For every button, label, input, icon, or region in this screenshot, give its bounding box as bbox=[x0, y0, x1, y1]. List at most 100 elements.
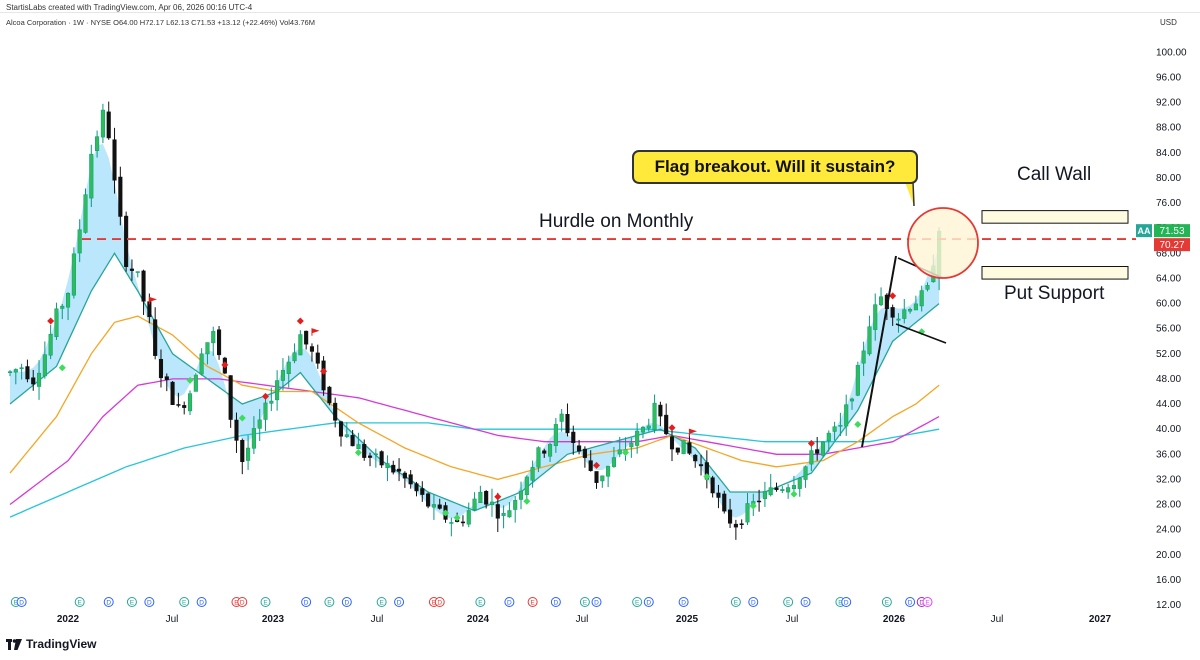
tradingview-brand[interactable]: TradingView bbox=[6, 637, 96, 651]
event-marker-label: E bbox=[583, 600, 588, 607]
candle-body bbox=[664, 414, 669, 435]
earnings-marker-icon[interactable] bbox=[579, 597, 590, 607]
candle-body bbox=[362, 444, 367, 458]
candle-body bbox=[176, 404, 181, 406]
earnings-marker-icon[interactable] bbox=[376, 597, 387, 607]
candle-body bbox=[327, 386, 332, 404]
earnings-marker-icon[interactable] bbox=[260, 597, 271, 607]
earnings-marker-icon[interactable] bbox=[922, 597, 933, 607]
candle-body bbox=[582, 448, 587, 458]
earnings-marker-icon[interactable] bbox=[179, 597, 190, 607]
dividend-marker-icon[interactable] bbox=[800, 597, 811, 607]
breakout-highlight-circle[interactable] bbox=[907, 207, 979, 279]
earnings-marker-icon[interactable] bbox=[527, 597, 538, 607]
x-tick-label: Jul bbox=[166, 614, 179, 625]
candle-body bbox=[460, 521, 465, 524]
earnings-marker-icon[interactable] bbox=[632, 597, 643, 607]
dividend-marker-icon[interactable] bbox=[434, 597, 445, 607]
dividend-marker-icon[interactable] bbox=[678, 597, 689, 607]
candle-body bbox=[228, 375, 233, 420]
candle-body bbox=[449, 522, 454, 524]
earnings-marker-icon[interactable] bbox=[730, 597, 741, 607]
y-tick-label: 68.00 bbox=[1156, 248, 1181, 259]
candle-body bbox=[733, 523, 738, 528]
candle-body bbox=[681, 440, 686, 455]
x-tick-label: Jul bbox=[576, 614, 589, 625]
candle-body bbox=[13, 369, 18, 373]
flag-lower-line[interactable] bbox=[895, 323, 947, 344]
dividend-marker-icon[interactable] bbox=[905, 597, 916, 607]
y-tick-label: 60.00 bbox=[1156, 299, 1181, 310]
y-tick-label: 52.00 bbox=[1156, 349, 1181, 360]
earnings-marker-icon[interactable] bbox=[74, 597, 85, 607]
candle-body bbox=[170, 381, 175, 405]
candle-body bbox=[687, 442, 692, 454]
event-marker-label: E bbox=[786, 600, 791, 607]
x-tick-label: 2026 bbox=[883, 614, 906, 625]
earnings-marker-icon[interactable] bbox=[324, 597, 335, 607]
symbol-info: Alcoa Corporation · 1W · NYSE O64.00 H72… bbox=[6, 18, 315, 27]
hurdle-price-tag-bg bbox=[1154, 238, 1190, 252]
put-support-zone[interactable] bbox=[981, 266, 1129, 280]
callout-pointer bbox=[905, 181, 915, 207]
currency-label[interactable]: USD bbox=[1160, 18, 1177, 27]
dividend-marker-icon[interactable] bbox=[196, 597, 207, 607]
candle-body bbox=[66, 293, 71, 308]
candle-body bbox=[408, 474, 413, 485]
dividend-marker-icon[interactable] bbox=[301, 597, 312, 607]
candle-body bbox=[135, 271, 140, 273]
earnings-marker-icon[interactable] bbox=[126, 597, 137, 607]
candle-body bbox=[338, 421, 344, 437]
candle-body bbox=[431, 504, 436, 508]
flagpole-line[interactable] bbox=[861, 255, 897, 448]
dividend-marker-icon[interactable] bbox=[591, 597, 602, 607]
event-marker-label: D bbox=[751, 600, 756, 607]
x-tick-label: Jul bbox=[786, 614, 799, 625]
dividend-marker-icon[interactable] bbox=[504, 597, 515, 607]
candle-body bbox=[315, 352, 320, 364]
candle-body bbox=[577, 445, 582, 452]
candle-body bbox=[77, 229, 82, 254]
candle-body bbox=[786, 487, 791, 493]
dividend-marker-icon[interactable] bbox=[643, 597, 654, 607]
dividend-marker-icon[interactable] bbox=[748, 597, 759, 607]
y-tick-label: 96.00 bbox=[1156, 72, 1181, 83]
put-support-annotation: Put Support bbox=[1004, 283, 1105, 304]
dividend-marker-icon[interactable] bbox=[550, 597, 561, 607]
candle-body bbox=[739, 523, 744, 525]
earnings-marker-icon[interactable] bbox=[475, 597, 486, 607]
earnings-marker-icon[interactable] bbox=[783, 597, 794, 607]
candle-body bbox=[722, 493, 727, 512]
brand-name: TradingView bbox=[26, 637, 97, 651]
event-marker-label: E bbox=[130, 600, 135, 607]
y-tick-label: 28.00 bbox=[1156, 500, 1181, 511]
candle-body bbox=[367, 455, 373, 458]
sell-signal-icon bbox=[889, 292, 897, 300]
candle-body bbox=[611, 457, 616, 467]
dividend-marker-icon[interactable] bbox=[341, 597, 352, 607]
candle-body bbox=[182, 405, 187, 408]
y-tick-label: 48.00 bbox=[1156, 374, 1181, 385]
candle-body bbox=[698, 464, 704, 467]
candle-body bbox=[908, 308, 913, 312]
dividend-marker-icon[interactable] bbox=[394, 597, 405, 607]
candle-body bbox=[414, 483, 419, 492]
y-tick-label: 12.00 bbox=[1156, 600, 1181, 611]
y-tick-label: 80.00 bbox=[1156, 173, 1181, 184]
y-tick-label: 76.00 bbox=[1156, 198, 1181, 209]
event-marker-label: D bbox=[240, 600, 245, 607]
dividend-marker-icon[interactable] bbox=[16, 597, 27, 607]
call-wall-zone[interactable] bbox=[981, 210, 1129, 224]
dividend-marker-icon[interactable] bbox=[144, 597, 155, 607]
candle-body bbox=[600, 475, 605, 482]
buy-signal-icon bbox=[58, 364, 66, 372]
earnings-marker-icon[interactable] bbox=[881, 597, 892, 607]
dividend-marker-icon[interactable] bbox=[841, 597, 852, 607]
dividend-marker-icon[interactable] bbox=[103, 597, 114, 607]
dividend-marker-icon[interactable] bbox=[237, 597, 248, 607]
candle-body bbox=[54, 308, 59, 337]
y-tick-label: 84.00 bbox=[1156, 148, 1181, 159]
candle-body bbox=[199, 353, 204, 375]
event-marker-label: E bbox=[78, 600, 83, 607]
